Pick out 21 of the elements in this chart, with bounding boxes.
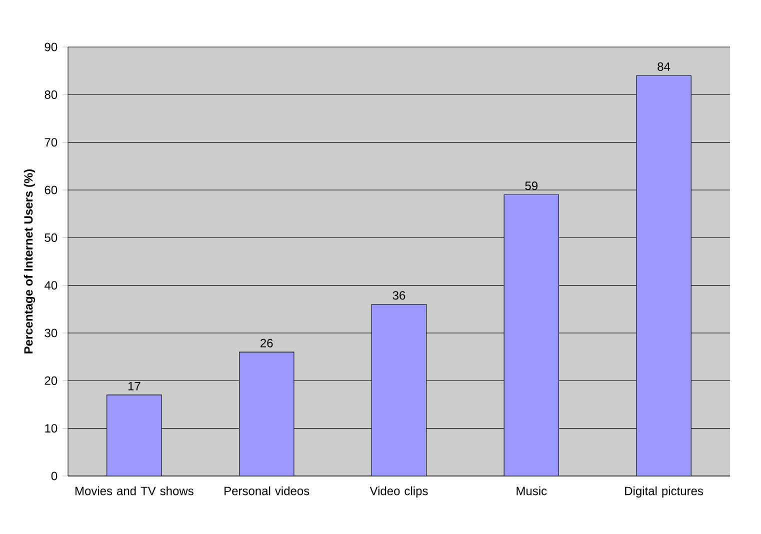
y-tick-label: 20 xyxy=(44,376,58,385)
x-tick-label: Personal videos xyxy=(224,486,310,496)
y-tick-label: 0 xyxy=(51,472,58,480)
data-label: 84 xyxy=(658,62,670,71)
y-tick-label: 40 xyxy=(44,281,58,290)
data-label: 59 xyxy=(525,182,538,190)
y-tick-label: 60 xyxy=(44,186,58,194)
data-label: 36 xyxy=(392,291,406,300)
data-label: 17 xyxy=(128,382,140,390)
y-tick-label: 70 xyxy=(44,138,58,147)
y-axis-title: Percentage of Internet Users (%) xyxy=(24,169,36,354)
x-tick-label: Music xyxy=(516,486,547,496)
y-tick-label: 30 xyxy=(44,328,58,338)
y-tick-label: 90 xyxy=(44,42,58,52)
data-label: 26 xyxy=(260,338,273,348)
y-tick-label: 80 xyxy=(44,90,58,99)
x-tick-label: Digital pictures xyxy=(625,486,704,498)
x-tick-label: Video clips xyxy=(370,486,428,498)
y-tick-label: 50 xyxy=(44,233,58,242)
y-tick-label: 10 xyxy=(45,424,58,433)
x-tick-label: Movies and TV shows xyxy=(76,486,194,496)
